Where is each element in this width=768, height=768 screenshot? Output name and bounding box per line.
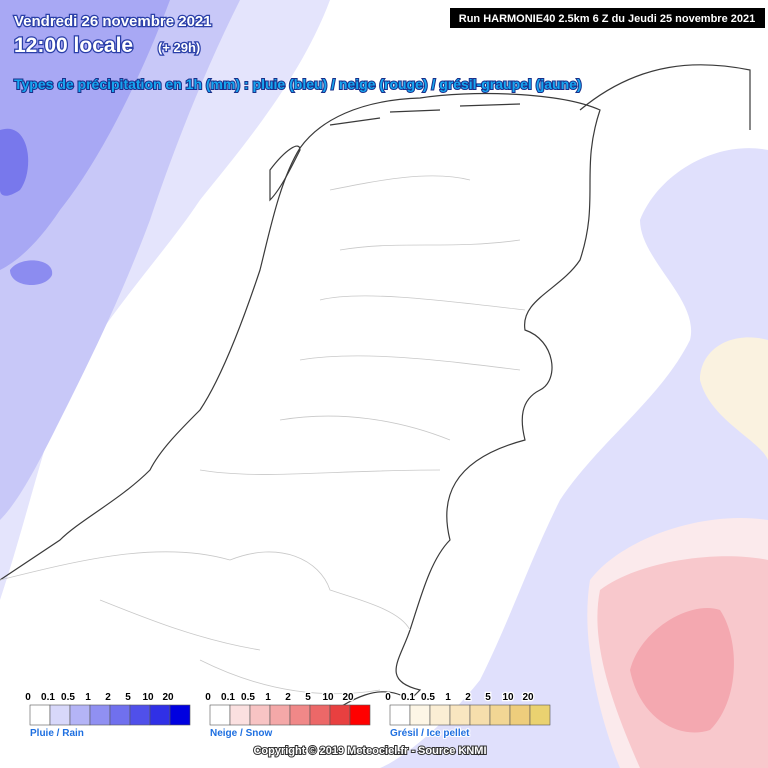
run-box [450,8,765,28]
legend-tick: 0.1 [221,692,235,703]
legend-tick: 2 [465,692,471,703]
legend-tick: 0.5 [241,692,255,703]
legend-label: Pluie / Rain [30,728,84,739]
snow-area-mid [630,608,734,733]
legend-swatch [29,704,51,726]
legend-swatch [209,704,231,726]
legend-swatch [69,704,91,726]
legend-swatch [409,704,431,726]
legend-tick: 1 [265,692,271,703]
legend-tick: 1 [445,692,451,703]
legend-swatch [449,704,471,726]
legend-swatch [529,704,551,726]
legend-tick: 2 [105,692,111,703]
legend-swatch [269,704,291,726]
legend-tick: 0.5 [421,692,435,703]
copyright: Copyright © 2019 Meteociel.fr - Source K… [253,745,486,757]
legend-swatch [169,704,191,726]
legend-swatch [309,704,331,726]
legend-swatch [89,704,111,726]
types-line: Types de précipitation en 1h (mm) : plui… [14,76,582,92]
legend-tick: 20 [522,692,534,703]
legend-tick: 5 [125,692,131,703]
legend-tick: 0.5 [61,692,75,703]
legend-tick: 2 [285,692,291,703]
legend-tick: 10 [142,692,154,703]
legend-tick: 20 [342,692,354,703]
pellet-area [700,337,768,460]
islands [269,103,521,202]
time: 12:00 locale [14,34,133,57]
legend-swatch [129,704,151,726]
legend-tick: 1 [85,692,91,703]
coastline [0,92,601,721]
legend-swatch [469,704,491,726]
legend-swatch [149,704,171,726]
legend-label: Grésil / Ice pellet [390,728,470,739]
legend-swatch [229,704,251,726]
german-coast [579,64,751,130]
legend-swatch [489,704,511,726]
legend-tick: 5 [485,692,491,703]
legend-swatch [109,704,131,726]
run-info: Run HARMONIE40 2.5km 6 Z du Jeudi 25 nov… [459,13,755,25]
legend-swatch [429,704,451,726]
legend-swatch [389,704,411,726]
legend-tick: 10 [322,692,334,703]
legend-tick: 5 [305,692,311,703]
legend-swatch [509,704,531,726]
legend-tick: 0 [205,692,211,703]
lead-time: (+ 29h) [158,40,200,55]
legend-swatch [49,704,71,726]
province-borders [0,175,526,695]
legend-tick: 0.1 [41,692,55,703]
rain-area-dark [0,128,29,196]
legend-tick: 0.1 [401,692,415,703]
legend-swatch [249,704,271,726]
legend-tick: 0 [385,692,391,703]
legend-swatch [349,704,371,726]
legend-tick: 10 [502,692,514,703]
legend-label: Neige / Snow [210,728,272,739]
legend-tick: 0 [25,692,31,703]
rain-area-mid [0,0,170,270]
rain-area-dark [10,260,53,286]
legend-swatch [289,704,311,726]
legend-tick: 20 [162,692,174,703]
legend-swatch [329,704,351,726]
date: Vendredi 26 novembre 2021 [14,13,212,30]
